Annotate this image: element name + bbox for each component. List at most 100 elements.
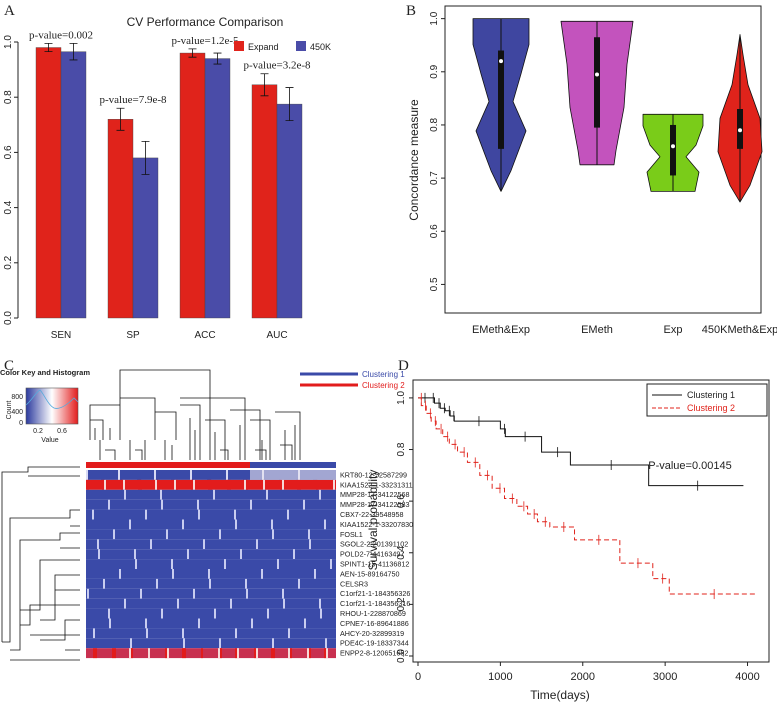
heatmap-row: [86, 499, 336, 510]
heatmap-cell: [235, 519, 237, 530]
heatmap-cell: [229, 479, 231, 490]
violin-x-label: Exp: [664, 324, 683, 336]
heatmap-cell: [109, 618, 111, 629]
heatmap-cell: [208, 479, 210, 490]
heatmap-cell: [299, 479, 301, 490]
legend-label-clustering-2: Clustering 2: [362, 381, 405, 390]
legend-label-450k: 450K: [310, 42, 331, 52]
heatmap-cell: [324, 519, 326, 530]
heatmap-cell: [108, 608, 110, 619]
bar-acc-expand: [179, 52, 206, 319]
heatmap-cell: [140, 588, 142, 599]
heatmap-cell: [297, 479, 299, 490]
survival-y-tick-label: 0.6: [396, 494, 407, 508]
heatmap-row: [86, 539, 336, 550]
color-key-ytick-2: 800: [11, 394, 23, 401]
heatmap-cell: [271, 519, 273, 530]
heatmap-cell: [272, 638, 274, 649]
panel-label-a: A: [4, 3, 15, 19]
bar-acc-450k: [204, 58, 231, 319]
color-key-ytick-1: 400: [11, 409, 23, 416]
heatmap-cell: [263, 479, 265, 490]
heatmap-cell: [237, 648, 239, 659]
heatmap-row-label: ENPP2-8-120651652: [340, 649, 408, 658]
heatmap-cell: [319, 489, 321, 500]
heatmap-cell: [191, 479, 193, 490]
error-bar-sen: [44, 42, 53, 53]
heatmap-cell: [256, 648, 258, 659]
heatmap-cell: [145, 618, 147, 629]
heatmap-cell: [333, 479, 335, 490]
heatmap-cell: [273, 648, 275, 659]
violin-y-label: Concordance measure: [407, 99, 421, 221]
heatmap-row-label: SPINT1-15-41136812: [340, 560, 409, 569]
heatmap-cell: [280, 479, 282, 490]
survival-y-tick-label: 0.4: [396, 545, 407, 559]
heatmap-cell: [101, 470, 103, 480]
bar-x-label-sen: SEN: [51, 330, 72, 341]
heatmap-row-label: KIAA1522-1-33207830: [340, 520, 413, 529]
violin-iqr-box: [594, 37, 600, 128]
violin-y-tick-label: 0.9: [429, 64, 440, 78]
color-key-ylabel: Count: [6, 401, 13, 420]
heatmap-cell: [93, 628, 95, 639]
heatmap-cell: [97, 539, 99, 550]
violin-median: [499, 59, 503, 64]
violin-y-tick-label: 0.7: [429, 171, 440, 185]
heatmap-cell: [220, 648, 222, 659]
survival-ticks: 0 1000 2000 3000 4000 0.0 0.2 0.4 0.6 0.8 1.0: [396, 391, 760, 683]
heatmap-cell: [245, 578, 247, 589]
heatmap-cell: [254, 648, 256, 659]
heatmap-cell: [309, 648, 311, 659]
heatmap-cell: [187, 549, 189, 560]
heatmap-cell: [92, 509, 94, 520]
heatmap-cell: [207, 470, 209, 480]
heatmap-cell: [330, 559, 332, 569]
heatmap-cell: [209, 470, 211, 480]
heatmap-cell: [182, 628, 184, 639]
heatmap-cell: [309, 539, 311, 550]
color-key-xlabel: Value: [41, 437, 58, 444]
bar-y-tick-label: 0.8: [3, 90, 14, 104]
heatmap-cell: [250, 499, 252, 510]
heatmap-cell: [129, 519, 131, 530]
heatmap-row-label: KIAA1522-1-33231311: [340, 480, 413, 489]
heatmap: Color Key and Histogram Count 0 400 800 …: [0, 368, 413, 661]
panel-label-d: D: [398, 358, 409, 374]
survival-legend: Clustering 1 Clustering 2: [646, 383, 768, 417]
heatmap-cell: [130, 638, 132, 649]
heatmap-cell: [124, 489, 126, 500]
heatmap-cell: [113, 529, 115, 540]
heatmap-cell: [182, 648, 184, 659]
heatmap-row-label: C1orf21-1-184356316: [340, 599, 410, 608]
heatmap-row-label: SGOL2-2-201391102: [340, 540, 408, 549]
survival-x-tick-label: 3000: [653, 671, 677, 683]
cluster-bar-clustering-1: [250, 462, 336, 468]
bar-sen-expand: [35, 47, 62, 319]
heatmap-cell: [219, 529, 221, 540]
heatmap-cell: [171, 470, 173, 480]
heatmap-cell: [193, 479, 195, 490]
violin-x-label: EMeth&Exp: [472, 324, 530, 336]
heatmap-cell: [112, 648, 114, 659]
heatmap-cell: [240, 549, 242, 560]
heatmap-cell: [251, 618, 253, 629]
heatmap-cell: [288, 628, 290, 639]
survival-pvalue: P-value=0.00145: [648, 460, 731, 472]
heatmap-cell: [103, 470, 105, 480]
heatmap-cell: [325, 638, 327, 649]
heatmap-cell: [201, 648, 203, 659]
bar-pvalue-acc: p-value=1.2e-5: [172, 35, 239, 47]
heatmap-row: [86, 509, 336, 520]
heatmap-cell: [208, 569, 210, 579]
heatmap-cell: [256, 539, 258, 550]
heatmap-cell: [290, 648, 292, 659]
heatmap-cell: [298, 578, 300, 589]
heatmap-row: [86, 519, 336, 530]
heatmap-row-label: MMP28-17-34122583: [340, 500, 410, 509]
heatmap-cell: [282, 479, 284, 490]
heatmap-cell: [139, 470, 141, 480]
violin-y-tick-label: 0.5: [429, 277, 440, 291]
heatmap-cell: [119, 569, 121, 579]
heatmap-cell: [95, 648, 97, 659]
